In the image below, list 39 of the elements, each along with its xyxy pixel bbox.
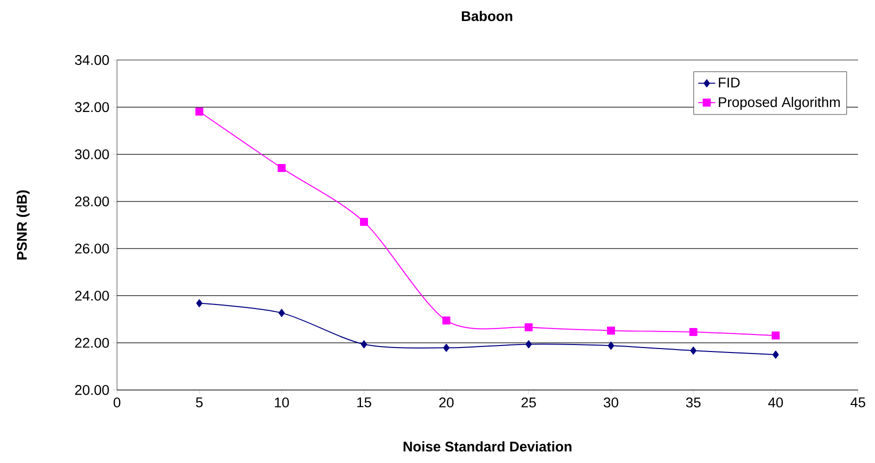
x-tick-label: 25 — [522, 398, 536, 408]
y-tick-label: 28.00 — [75, 196, 109, 206]
y-tick-label: 34.00 — [74, 55, 109, 65]
point — [360, 218, 368, 226]
point — [524, 323, 533, 332]
point — [607, 326, 616, 335]
point — [442, 316, 450, 324]
point — [195, 108, 204, 116]
point — [443, 344, 450, 352]
chart-title: Baboon — [462, 10, 512, 22]
point — [196, 299, 202, 308]
point — [689, 328, 698, 336]
point — [772, 350, 779, 359]
x-tick-label: 35 — [686, 398, 701, 408]
point — [690, 346, 696, 355]
point — [526, 340, 532, 348]
x-tick-label: 40 — [768, 398, 783, 408]
point — [278, 308, 285, 317]
point — [772, 332, 780, 340]
y-tick-label: 22.00 — [75, 338, 109, 348]
x-tick-label: 20 — [439, 398, 454, 408]
point — [278, 164, 286, 172]
legend-label: FID — [718, 78, 740, 88]
x-tick-label: 5 — [196, 398, 203, 408]
x-tick-label: 0 — [114, 398, 120, 408]
y-tick-label: 26.00 — [75, 244, 109, 254]
x-tick-label: 30 — [604, 398, 618, 408]
point — [360, 340, 368, 348]
x-tick-label: 15 — [357, 398, 372, 408]
y-tick-label: 30.00 — [74, 149, 109, 160]
y-tick-label: 24.00 — [75, 290, 109, 301]
y-axis-title: PSNR (dB) — [16, 190, 30, 260]
y-tick-label: 20.00 — [75, 385, 109, 395]
y-tick-label: 32.00 — [74, 102, 109, 112]
x-axis-title: Noise Standard Deviation — [404, 441, 572, 452]
x-tick-label: 10 — [274, 398, 289, 408]
x-tick-label: 45 — [850, 398, 866, 408]
point — [608, 342, 614, 350]
legend-label: Proposed Algorithm — [718, 96, 840, 110]
